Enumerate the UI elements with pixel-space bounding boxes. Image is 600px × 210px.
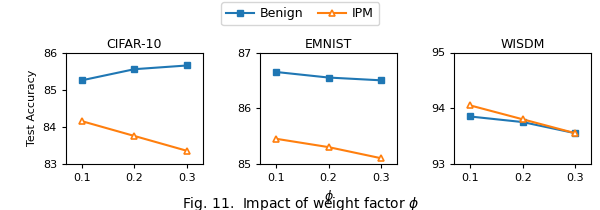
Text: Fig. 11.  Impact of weight factor $\phi$: Fig. 11. Impact of weight factor $\phi$ [182, 195, 418, 210]
Legend: Benign, IPM: Benign, IPM [221, 2, 379, 25]
Y-axis label: Test Accuracy: Test Accuracy [27, 70, 37, 146]
Title: WISDM: WISDM [500, 38, 545, 51]
X-axis label: $\phi$: $\phi$ [323, 188, 334, 205]
Title: EMNIST: EMNIST [305, 38, 352, 51]
Title: CIFAR-10: CIFAR-10 [107, 38, 162, 51]
